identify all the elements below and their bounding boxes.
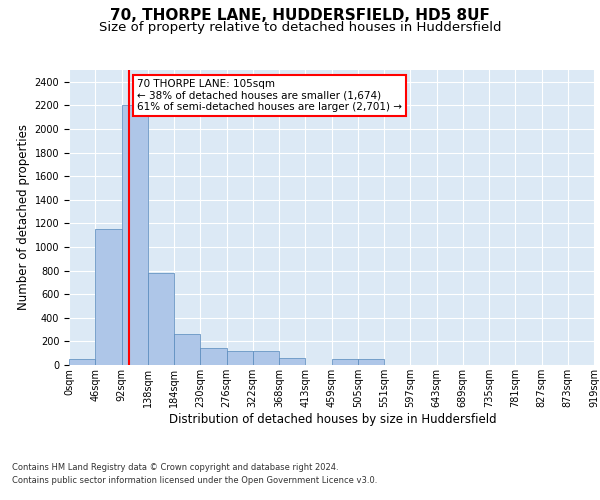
- Text: 70 THORPE LANE: 105sqm
← 38% of detached houses are smaller (1,674)
61% of semi-: 70 THORPE LANE: 105sqm ← 38% of detached…: [137, 79, 402, 112]
- Bar: [95, 230, 121, 365]
- Y-axis label: Number of detached properties: Number of detached properties: [17, 124, 31, 310]
- Text: Contains public sector information licensed under the Open Government Licence v3: Contains public sector information licen…: [12, 476, 377, 485]
- Bar: [279, 358, 305, 365]
- Bar: [253, 351, 279, 365]
- Bar: [148, 273, 174, 365]
- Text: Distribution of detached houses by size in Huddersfield: Distribution of detached houses by size …: [169, 412, 497, 426]
- Text: Size of property relative to detached houses in Huddersfield: Size of property relative to detached ho…: [99, 21, 501, 34]
- Bar: [227, 351, 253, 365]
- Bar: [69, 359, 95, 365]
- Text: Contains HM Land Registry data © Crown copyright and database right 2024.: Contains HM Land Registry data © Crown c…: [12, 462, 338, 471]
- Text: 70, THORPE LANE, HUDDERSFIELD, HD5 8UF: 70, THORPE LANE, HUDDERSFIELD, HD5 8UF: [110, 8, 490, 22]
- Bar: [358, 359, 384, 365]
- Bar: [331, 359, 358, 365]
- Bar: [121, 106, 148, 365]
- Bar: [174, 334, 200, 365]
- Bar: [200, 348, 227, 365]
